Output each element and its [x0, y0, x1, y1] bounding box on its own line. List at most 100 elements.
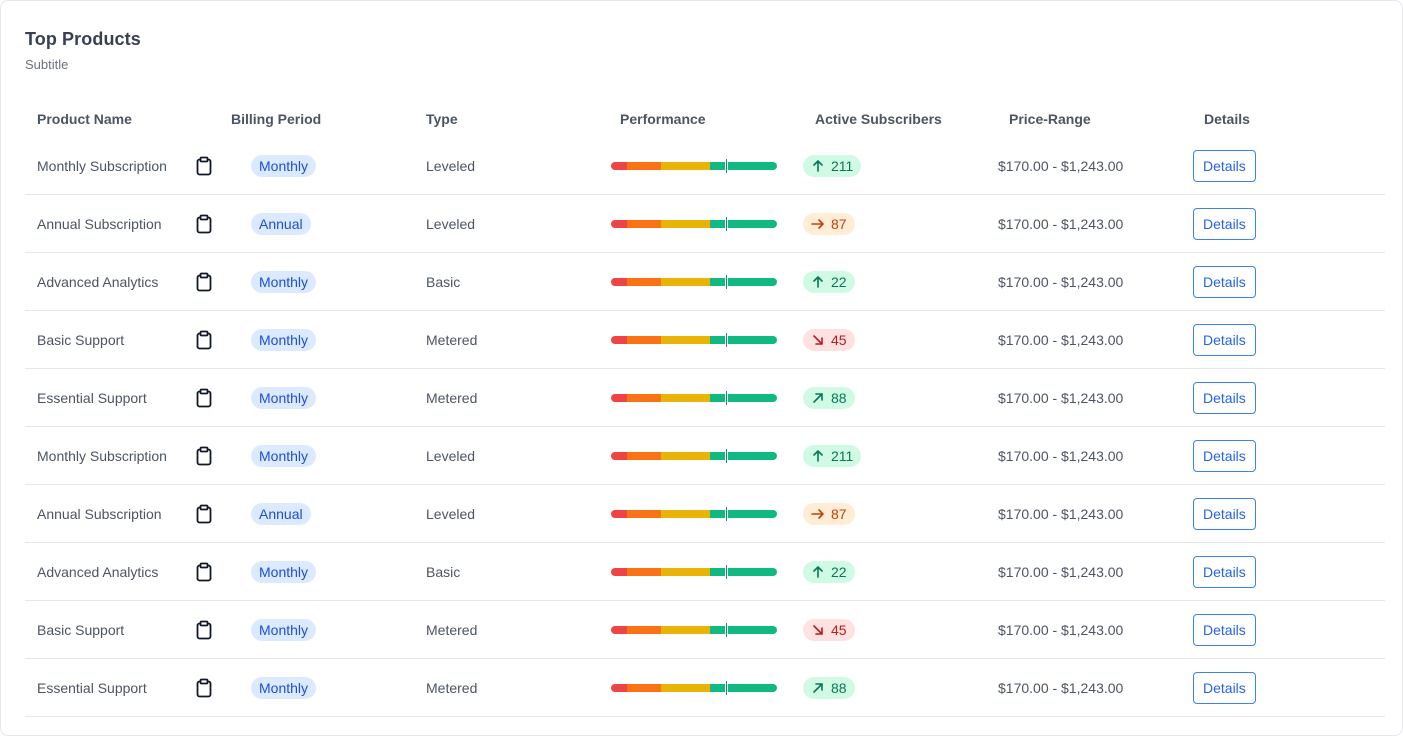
- arrow-up-icon: [813, 565, 823, 578]
- price-range-cell: $170.00 - $1,243.00: [998, 215, 1124, 232]
- details-cell: Details: [1192, 659, 1385, 716]
- product-name-cell: Essential Support: [25, 659, 219, 716]
- performance-segment-red: [611, 219, 627, 228]
- type-cell: Basic: [426, 273, 461, 290]
- performance-cell: [608, 543, 803, 600]
- type-cell: Metered: [426, 621, 478, 638]
- clipboard-icon[interactable]: [195, 678, 213, 698]
- product-name-cell: Basic Support: [25, 601, 219, 658]
- card-title: Top Products: [25, 29, 141, 49]
- arrow-up-icon: [813, 159, 823, 172]
- table-header: Product Name Billing Period Type Perform…: [25, 101, 1385, 137]
- subscribers-trend-badge: 87: [803, 502, 855, 525]
- type-cell: Basic: [426, 563, 461, 580]
- details-cell: Details: [1192, 195, 1385, 252]
- header-performance[interactable]: Performance: [620, 111, 706, 127]
- performance-segment-orange: [627, 335, 661, 344]
- performance-segment-green: [710, 335, 777, 344]
- performance-marker: [725, 389, 728, 406]
- price-range-cell: $170.00 - $1,243.00: [998, 621, 1124, 638]
- details-cell: Details: [1192, 543, 1385, 600]
- performance-segment-green: [710, 219, 777, 228]
- active-subscribers-cell: 211: [803, 427, 997, 484]
- subscribers-trend-badge: 45: [803, 618, 855, 641]
- performance-marker: [725, 215, 728, 232]
- performance-bar: [611, 505, 777, 522]
- clipboard-icon[interactable]: [195, 388, 213, 408]
- performance-marker: [725, 679, 728, 696]
- clipboard-icon[interactable]: [195, 156, 213, 176]
- type-cell: Leveled: [426, 505, 476, 522]
- table-row: Basic Support Monthly Metered: [25, 601, 1385, 659]
- price-range-cell: $170.00 - $1,243.00: [998, 389, 1124, 406]
- arrow-down-right-icon: [813, 624, 823, 635]
- details-cell: Details: [1192, 311, 1385, 368]
- price-range-cell: $170.00 - $1,243.00: [998, 447, 1124, 464]
- details-cell: Details: [1192, 427, 1385, 484]
- billing-period-cell: Monthly: [219, 311, 414, 368]
- product-name: Monthly Subscription: [37, 157, 167, 174]
- performance-cell: [608, 137, 803, 194]
- table-row: Advanced Analytics Monthly Basic: [25, 253, 1385, 311]
- price-range-cell: $170.00 - $1,243.00: [998, 157, 1124, 174]
- subscribers-trend-badge: 22: [803, 560, 855, 583]
- performance-segment-green: [710, 625, 777, 634]
- performance-segment-orange: [627, 219, 661, 228]
- details-button[interactable]: Details: [1193, 497, 1256, 530]
- table-row: Essential Support Monthly Metered: [25, 659, 1385, 717]
- price-range-cell: $170.00 - $1,243.00: [998, 505, 1124, 522]
- details-button[interactable]: Details: [1193, 613, 1256, 646]
- header-active-subscribers[interactable]: Active Subscribers: [815, 111, 942, 127]
- details-button[interactable]: Details: [1193, 671, 1256, 704]
- performance-segment-red: [611, 625, 627, 634]
- details-button[interactable]: Details: [1193, 207, 1256, 240]
- subscribers-trend-badge: 22: [803, 270, 855, 293]
- details-button[interactable]: Details: [1193, 381, 1256, 414]
- billing-period-cell: Monthly: [219, 601, 414, 658]
- billing-period-badge: Monthly: [251, 560, 317, 583]
- billing-period-cell: Monthly: [219, 427, 414, 484]
- billing-period-cell: Monthly: [219, 369, 414, 426]
- clipboard-icon[interactable]: [195, 620, 213, 640]
- subscribers-count: 45: [831, 621, 847, 638]
- clipboard-icon[interactable]: [195, 504, 213, 524]
- subscribers-count: 87: [831, 505, 847, 522]
- billing-period-badge: Monthly: [251, 676, 317, 699]
- billing-period-badge: Monthly: [251, 618, 317, 641]
- header-details[interactable]: Details: [1204, 111, 1250, 127]
- clipboard-icon[interactable]: [195, 330, 213, 350]
- clipboard-icon[interactable]: [195, 446, 213, 466]
- performance-segment-green: [710, 277, 777, 286]
- product-name: Annual Subscription: [37, 505, 162, 522]
- performance-segment-orange: [627, 683, 661, 692]
- clipboard-icon[interactable]: [195, 214, 213, 234]
- performance-segment-green: [710, 509, 777, 518]
- details-button[interactable]: Details: [1193, 555, 1256, 588]
- performance-segment-yellow: [661, 509, 710, 518]
- product-name-cell: Basic Support: [25, 311, 219, 368]
- performance-cell: [608, 369, 803, 426]
- price-range-cell: $170.00 - $1,243.00: [998, 679, 1124, 696]
- product-name-cell: Annual Subscription: [25, 485, 219, 542]
- details-button[interactable]: Details: [1193, 149, 1256, 182]
- billing-period-badge: Monthly: [251, 386, 317, 409]
- clipboard-icon[interactable]: [195, 562, 213, 582]
- performance-bar: [611, 157, 777, 174]
- billing-period-cell: Monthly: [219, 659, 414, 716]
- details-button[interactable]: Details: [1193, 323, 1256, 356]
- header-product-name[interactable]: Product Name: [37, 111, 132, 127]
- header-billing-period[interactable]: Billing Period: [231, 111, 322, 127]
- billing-period-cell: Annual: [219, 195, 414, 252]
- details-cell: Details: [1192, 137, 1385, 194]
- details-button[interactable]: Details: [1193, 439, 1256, 472]
- clipboard-icon[interactable]: [195, 272, 213, 292]
- header-type[interactable]: Type: [426, 111, 458, 127]
- type-cell: Leveled: [426, 447, 476, 464]
- details-button[interactable]: Details: [1193, 265, 1256, 298]
- billing-period-cell: Annual: [219, 485, 414, 542]
- performance-marker: [725, 563, 728, 580]
- subscribers-trend-badge: 88: [803, 386, 855, 409]
- header-price-range[interactable]: Price-Range: [1009, 111, 1091, 127]
- performance-marker: [725, 157, 728, 174]
- type-cell: Leveled: [426, 215, 476, 232]
